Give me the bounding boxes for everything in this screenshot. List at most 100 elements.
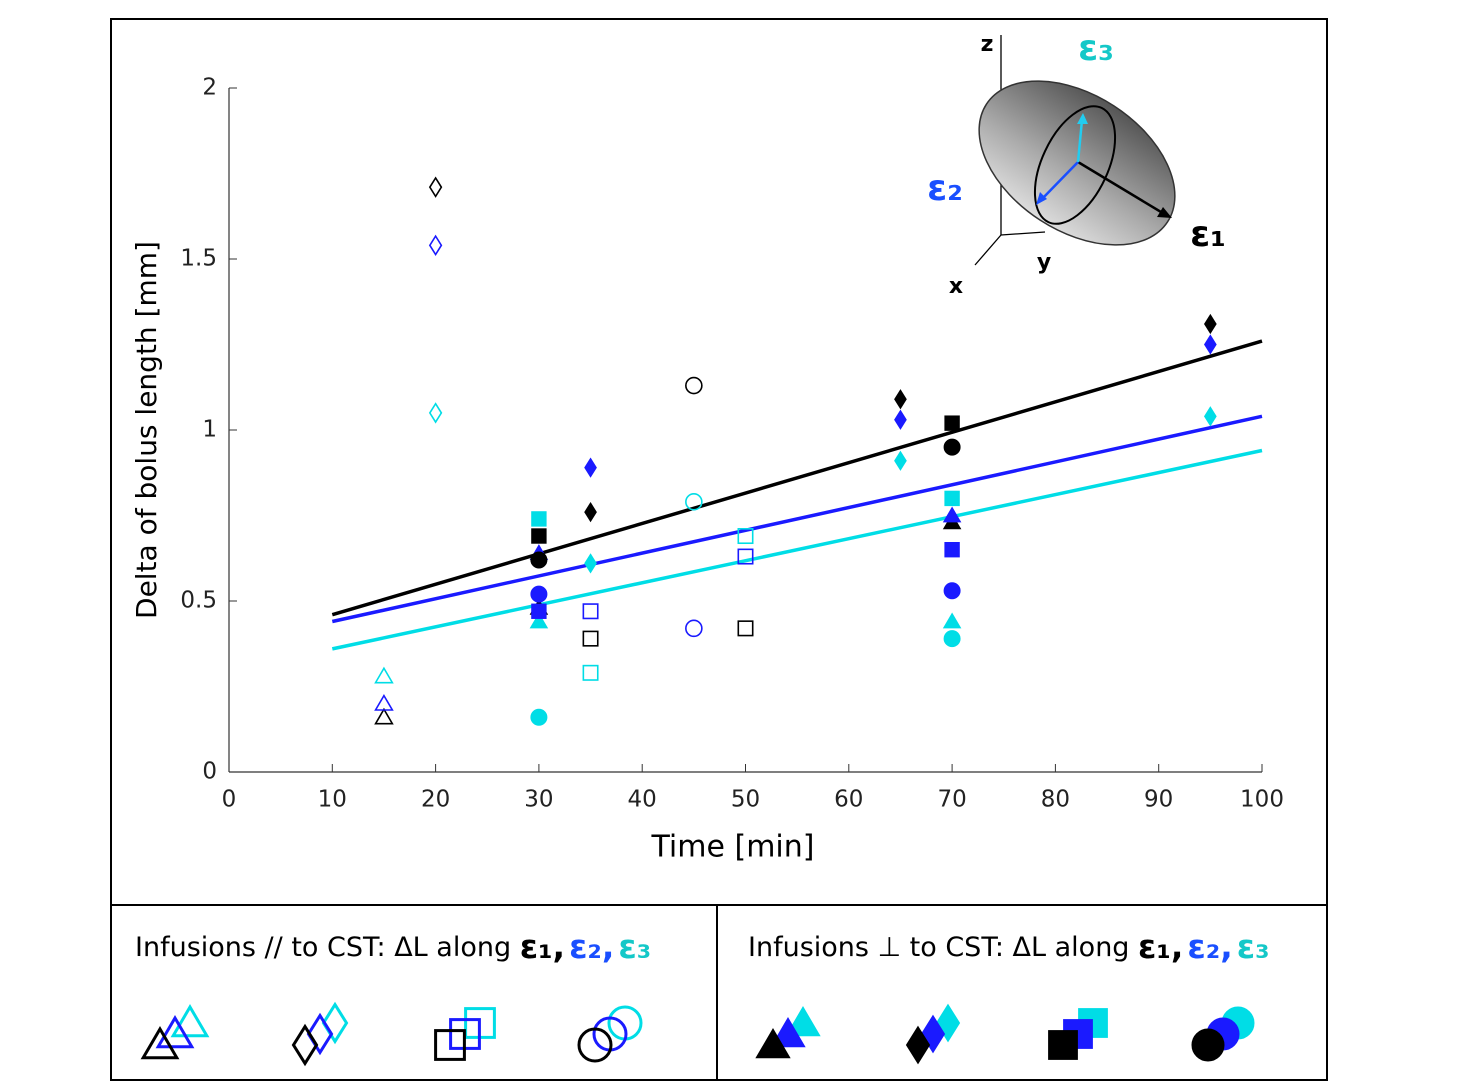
point (737, 548, 754, 565)
legend-icons (755, 1003, 1255, 1065)
legend-symbol: ε₂, (569, 927, 614, 966)
point (531, 528, 547, 544)
legend-icon (1048, 1030, 1078, 1060)
point (944, 415, 960, 431)
point (685, 619, 703, 638)
point (894, 389, 907, 410)
axis-line (1000, 231, 1046, 236)
axis-line (974, 234, 1002, 266)
fit-line (331, 339, 1263, 617)
point (374, 707, 394, 725)
legend-icon (905, 1025, 931, 1065)
arrowhead (1157, 207, 1172, 218)
x-tick-label: 30 (524, 787, 553, 813)
point (685, 493, 703, 511)
legend-symbol: ε₂, (1187, 927, 1232, 966)
point (428, 234, 443, 257)
x-tick-label: 90 (1144, 787, 1173, 813)
legend-icon (170, 1004, 210, 1038)
y-tick-label: 0.5 (180, 588, 217, 614)
axis-name: y (1037, 250, 1051, 275)
legend-label: Infusions // to CST: ΔL along (135, 932, 520, 963)
y-tick-label: 2 (202, 75, 217, 101)
point (582, 603, 599, 620)
point (737, 620, 754, 637)
x-tick-label: 100 (1240, 787, 1284, 813)
arrow (1040, 161, 1079, 201)
eigen-label: ε₂ (927, 168, 963, 209)
x-tick-label: 10 (318, 787, 347, 813)
frame (110, 18, 1328, 1081)
legend-icon (321, 1001, 349, 1045)
point (428, 176, 443, 198)
legend-icon (155, 1015, 195, 1049)
point (942, 506, 962, 523)
point (1204, 313, 1217, 335)
legend-icon (434, 1029, 466, 1061)
point (737, 528, 754, 545)
point (943, 630, 961, 648)
legend-symbol: ε₃ (618, 927, 651, 966)
point (530, 585, 548, 603)
point (531, 511, 547, 527)
point (530, 708, 548, 726)
x-axis-label: Time [min] (651, 830, 815, 865)
point (529, 612, 549, 629)
axis-name: x (949, 274, 963, 299)
point (530, 551, 548, 569)
x-tick-label: 20 (421, 787, 450, 813)
point (582, 664, 599, 681)
point (582, 630, 599, 647)
y-axis-label: Delta of bolus length [mm] (130, 241, 163, 619)
legend-icons (140, 1001, 643, 1067)
x-tick-label: 70 (937, 787, 966, 813)
point (894, 450, 907, 471)
legend-icon (577, 1027, 613, 1063)
legend-icon (291, 1023, 319, 1067)
x-tick-label: 60 (834, 787, 863, 813)
point (1204, 406, 1217, 427)
inset-diagram: z x y ε₁ ε₂ ε₃ (927, 28, 1226, 299)
point (584, 501, 597, 523)
fit-line (331, 414, 1263, 624)
point (685, 376, 703, 395)
eigen-label: ε₁ (1190, 214, 1226, 255)
legend-text: Infusions ⊥ to CST: ΔL along ε₁, ε₂, ε₃ (748, 927, 1270, 966)
legend-icon (140, 1026, 180, 1060)
point (1204, 334, 1217, 355)
legend-label: Infusions ⊥ to CST: ΔL along (748, 932, 1138, 963)
y-tick-label: 1 (202, 417, 217, 443)
y-tick-label: 0 (202, 759, 217, 785)
point (944, 542, 960, 558)
legend-symbol: ε₁, (1138, 927, 1183, 966)
arrowhead (1036, 192, 1047, 205)
point (584, 457, 597, 478)
point (894, 409, 907, 430)
arrowhead (1077, 113, 1088, 124)
x-tick-label: 80 (1041, 787, 1070, 813)
point (374, 666, 394, 684)
legend-text: Infusions // to CST: ΔL along ε₁, ε₂, ε₃ (135, 927, 651, 966)
y-tick-label: 1.5 (180, 246, 217, 272)
point (944, 490, 960, 507)
axis-name: z (981, 32, 994, 57)
x-tick-label: 40 (628, 787, 657, 813)
x-tick-label: 50 (731, 787, 760, 813)
x-tick-label: 0 (222, 787, 237, 813)
legend-icon (306, 1012, 334, 1056)
eigen-label: ε₃ (1078, 28, 1114, 69)
fit-line (331, 448, 1263, 651)
point (942, 612, 962, 629)
point (374, 694, 394, 711)
legend-symbol: ε₁, (520, 927, 565, 966)
point (943, 582, 961, 600)
point (584, 553, 597, 574)
point (428, 402, 443, 424)
legend-symbol: ε₃ (1237, 927, 1270, 966)
arrow (1076, 119, 1084, 163)
arrow (1077, 160, 1167, 217)
legend-icon (1191, 1028, 1225, 1062)
point (531, 603, 547, 619)
legend-icon (755, 1028, 791, 1059)
